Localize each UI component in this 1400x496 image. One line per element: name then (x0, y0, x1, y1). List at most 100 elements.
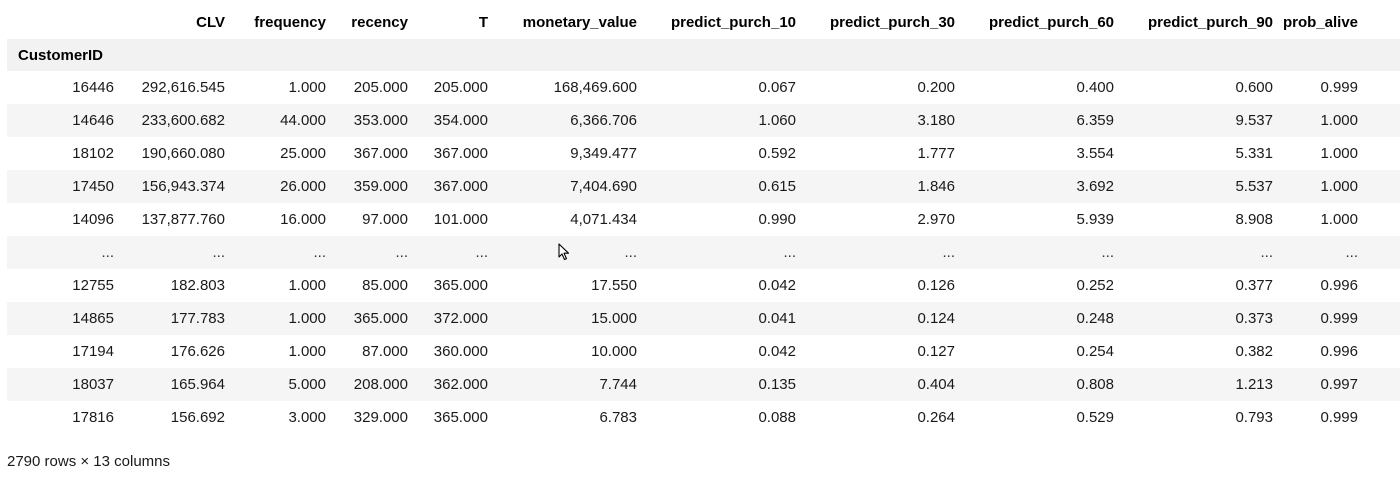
column-header-T: T (478, 14, 488, 31)
ellipsis-row: ................................. (7, 236, 1400, 269)
cell-frequency: 1.000 (288, 343, 326, 360)
table-row: 18102 190,660.080 25.000 367.000 367.000 9,34… (7, 137, 1400, 170)
index-name-row-filler (122, 39, 1400, 71)
cell-predict-purch-10: ... (783, 244, 796, 261)
cell-monetary-value: 168,469.600 (553, 79, 637, 96)
cell-recency: 97.000 (362, 211, 408, 228)
cell-recency: 87.000 (362, 343, 408, 360)
row-index: 14096 (72, 211, 114, 228)
cell-e (1366, 170, 1400, 203)
table-row: 17194 176.626 1.000 87.000 360.000 10.000 0.04… (7, 335, 1400, 368)
cell-T: ... (475, 244, 488, 261)
column-header-predict-purch-30: predict_purch_30 (829, 14, 955, 31)
cell-e (1366, 401, 1400, 434)
cell-T: 354.000 (433, 112, 488, 129)
cell-predict-purch-30: 1.777 (917, 145, 955, 162)
cell-CLV: ... (212, 244, 225, 261)
row-index: 16446 (72, 79, 114, 96)
cell-predict-purch-60: 0.254 (1076, 343, 1114, 360)
cell-frequency: 16.000 (280, 211, 326, 228)
cell-T: 372.000 (433, 310, 488, 327)
row-index: 17194 (72, 343, 114, 360)
cell-frequency: 1.000 (288, 79, 326, 96)
mouse-pointer-icon (558, 243, 570, 261)
cell-CLV: 182.803 (170, 277, 225, 294)
cell-predict-purch-90: 0.600 (1235, 79, 1273, 96)
cell-prob-alive: 1.000 (1320, 178, 1358, 195)
cell-prob-alive: 1.000 (1320, 145, 1358, 162)
cell-recency: ... (395, 244, 408, 261)
cell-predict-purch-10: 0.067 (758, 79, 796, 96)
cell-e (1366, 236, 1400, 269)
cell-prob-alive: 0.999 (1320, 310, 1358, 327)
cell-predict-purch-90: 0.793 (1235, 409, 1273, 426)
column-header-prob-alive: prob_alive (1282, 14, 1358, 31)
cell-recency: 85.000 (362, 277, 408, 294)
cell-predict-purch-10: 0.088 (758, 409, 796, 426)
cell-monetary-value: 7,404.690 (570, 178, 637, 195)
table-row: 14646 233,600.682 44.000 353.000 354.000 6,36… (7, 104, 1400, 137)
cell-T: 367.000 (433, 178, 488, 195)
row-index: 14865 (72, 310, 114, 327)
cell-recency: 205.000 (353, 79, 408, 96)
cell-frequency: 25.000 (280, 145, 326, 162)
cell-T: 367.000 (433, 145, 488, 162)
cell-T: 205.000 (433, 79, 488, 96)
cell-monetary-value: 7.744 (599, 376, 637, 393)
cell-predict-purch-30: 2.970 (917, 211, 955, 228)
cell-e (1366, 269, 1400, 302)
cell-predict-purch-10: 0.042 (758, 343, 796, 360)
index-name-header: CustomerID (18, 46, 104, 64)
cell-prob-alive: 0.999 (1320, 409, 1358, 426)
cell-monetary-value: 10.000 (591, 343, 637, 360)
index-name-row: CustomerID (7, 39, 1400, 71)
cell-CLV: 137,877.760 (141, 211, 225, 228)
dataframe-shape: 2790 rows × 13 columns (7, 453, 171, 470)
row-index: 14646 (72, 112, 114, 129)
cell-CLV: 156,943.374 (141, 178, 225, 195)
table-row: 14096 137,877.760 16.000 97.000 101.000 4,071… (7, 203, 1400, 236)
cell-predict-purch-10: 0.041 (758, 310, 796, 327)
cell-predict-purch-90: 1.213 (1235, 376, 1273, 393)
cell-recency: 365.000 (353, 310, 408, 327)
cell-predict-purch-10: 0.042 (758, 277, 796, 294)
cell-predict-purch-60: 0.529 (1076, 409, 1114, 426)
cell-frequency: 26.000 (280, 178, 326, 195)
cell-CLV: 190,660.080 (141, 145, 225, 162)
cell-e (1366, 137, 1400, 170)
column-header-e: e (1366, 6, 1400, 39)
row-index: 18037 (72, 376, 114, 393)
cell-monetary-value: ... (624, 244, 637, 261)
cell-CLV: 233,600.682 (141, 112, 225, 129)
cell-recency: 329.000 (353, 409, 408, 426)
table-body: 16446 292,616.545 1.000 205.000 205.000 168,4… (7, 71, 1400, 434)
cell-predict-purch-60: ... (1101, 244, 1114, 261)
cell-predict-purch-90: 9.537 (1235, 112, 1273, 129)
cell-frequency: 3.000 (288, 409, 326, 426)
cell-predict-purch-30: 0.126 (917, 277, 955, 294)
cell-T: 360.000 (433, 343, 488, 360)
row-index: 12755 (72, 277, 114, 294)
cell-predict-purch-60: 0.808 (1076, 376, 1114, 393)
cell-predict-purch-90: 0.373 (1235, 310, 1273, 327)
cell-recency: 208.000 (353, 376, 408, 393)
cell-CLV: 177.783 (170, 310, 225, 327)
column-header-recency: recency (351, 14, 408, 31)
cell-frequency: 1.000 (288, 277, 326, 294)
table-row: 12755 182.803 1.000 85.000 365.000 17.550 0.04… (7, 269, 1400, 302)
cell-predict-purch-10: 0.135 (758, 376, 796, 393)
cell-monetary-value: 6.783 (599, 409, 637, 426)
cell-predict-purch-10: 0.990 (758, 211, 796, 228)
row-index: 17816 (72, 409, 114, 426)
row-index: 17450 (72, 178, 114, 195)
cell-CLV: 165.964 (170, 376, 225, 393)
cell-T: 101.000 (433, 211, 488, 228)
cell-predict-purch-10: 1.060 (758, 112, 796, 129)
column-header-predict-purch-90: predict_purch_90 (1147, 14, 1273, 31)
cell-frequency: 44.000 (280, 112, 326, 129)
cell-predict-purch-10: 0.615 (758, 178, 796, 195)
cell-predict-purch-60: 3.692 (1076, 178, 1114, 195)
cell-prob-alive: 0.997 (1320, 376, 1358, 393)
cell-predict-purch-90: ... (1260, 244, 1273, 261)
